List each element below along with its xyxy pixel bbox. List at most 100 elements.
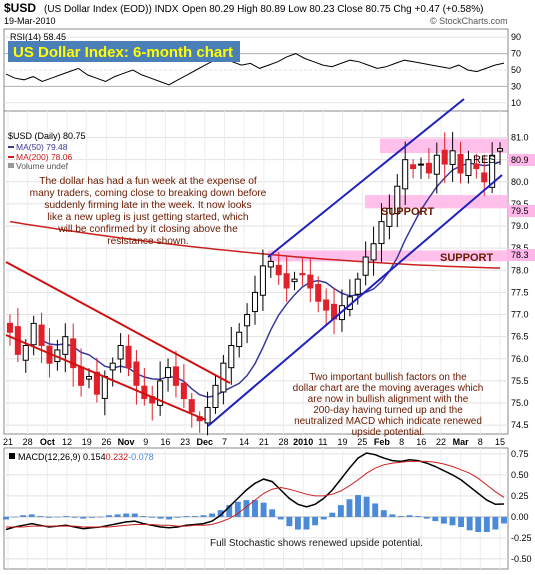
ohlc-readout: Open 80.29 High 80.89 Low 80.23 Close 80… [182,4,483,15]
price-bar-body [370,243,377,261]
price-bar-body [212,384,219,409]
macd-histogram-bar [337,505,344,517]
price-bar-body [481,172,488,183]
price-tick-label: 76.0 [511,354,529,364]
macd-histogram-bar [209,513,216,517]
chart-date: 19-Mar-2010 [4,16,56,26]
macd-histogram-bar [363,496,370,517]
brand-label: © StockCharts.com [430,16,508,26]
price-bar-body [497,148,504,152]
macd-histogram-bar [252,500,258,517]
macd-signal-value: 0.232 [106,452,129,462]
macd-tick-label: 0.50 [511,470,529,480]
macd-histogram-bar [11,516,18,518]
price-bar-body [441,149,448,165]
x-axis-label: 22 [436,437,446,447]
index-name: (US Dollar Index (EOD)) INDX [44,4,179,15]
price-tick-label: 80.0 [511,177,529,187]
x-axis-label: 14 [239,437,249,447]
price-bar-body [489,154,496,188]
x-axis-label: Oct [40,437,55,447]
price-bar-body [180,382,187,400]
price-bar-body [307,274,314,289]
macd-histogram-bar [277,516,284,520]
macd-histogram-bar [28,514,35,517]
x-axis-label: 9 [143,437,148,447]
zone-label-support-1: SUPPORT [381,206,434,218]
price-bar-body [70,338,77,369]
high-value: 80.89 [260,4,285,15]
close-label: Close [337,4,363,15]
macd-histogram-bar [286,516,293,527]
macd-histogram-bar [243,500,250,517]
x-axis-label: Feb [374,437,391,447]
macd-histogram-bar [389,514,396,517]
price-bar-body [172,366,179,386]
highlight-price-3: 78.3 [511,250,529,260]
macd-tick-label: 0.75 [511,449,529,459]
moving-averages [9,161,501,398]
macd-histogram-bar [54,516,61,518]
chg-label: Chg [393,4,411,15]
macd-tick-label: 0.00 [511,512,529,522]
price-bar-body [259,265,266,296]
x-axis-labels: 21 28 Oct 12 19 26 Nov 9 16 23 Dec 7 14 21 28 2010 11 19 2… [3,437,505,447]
price-bar-body [378,221,385,245]
price-tick-label: 79.5 [511,199,529,209]
x-axis-label: 16 [416,437,426,447]
price-bar-body [473,163,480,170]
price-bar-body [244,314,251,327]
price-bar-body [6,322,13,333]
price-bar-body [101,375,108,399]
price-tick-label: 81.0 [511,133,529,143]
macd-histogram-bar [320,516,327,520]
macd-tick-label: -0.25 [511,533,532,543]
rsi-tick-label: 10 [511,98,521,108]
x-axis-label: 16 [160,437,170,447]
price-tick-label: 79.0 [511,221,529,231]
price-tick-label: 75.5 [511,376,529,386]
highlight-price-labels: 80.9 79.5 78.3 [508,154,535,261]
macd-tick-label: -0.50 [511,554,532,564]
x-axis-label: 12 [62,437,72,447]
macd-histogram [3,495,507,533]
macd-histogram-bar [97,516,104,518]
zones-layer [268,138,508,262]
price-bar-body [425,162,432,174]
commentary-top: The dollar has had a fun week at the exp… [30,176,267,247]
trend-line-upper-red [5,261,231,384]
x-axis-label: 26 [101,437,111,447]
macd-label: MACD(12,26,9) [18,452,81,462]
macd-histogram-bar [475,516,482,533]
rsi-label: RSI(14) 58.45 [10,32,66,42]
price-tick-label: 78.5 [511,243,529,253]
x-axis-label: 8 [399,437,404,447]
price-bar-body [449,150,456,165]
x-axis-label: 11 [318,437,327,447]
rsi-tick-label: 50 [511,65,521,75]
price-bar-body [228,345,235,369]
chg-value: +0.47 (+0.58%) [415,4,484,15]
zone-band [268,250,508,262]
low-label: Low [288,4,307,15]
price-tick-label: 77.0 [511,310,529,320]
price-bar-body [291,278,298,283]
price-bar-body [394,185,401,214]
macd-histogram-bar [294,516,301,530]
x-axis-label: 15 [495,437,505,447]
ma50-line [41,161,501,398]
price-bar-body [165,367,172,378]
legend-ma50: MA(50) 79.48 [16,142,68,152]
price-bar-body [93,371,100,395]
zone-band [365,195,508,209]
macd-histogram-bar [191,516,198,517]
macd-value: 0.154 [83,452,106,462]
legend-ma200: MA(200) 78.06 [16,152,72,162]
price-bars [6,132,504,436]
macd-histogram-bar [329,512,336,517]
price-bar-body [362,256,369,276]
price-bar-body [125,345,132,369]
macd-histogram-bar [114,514,121,517]
price-bar-body [30,322,37,346]
